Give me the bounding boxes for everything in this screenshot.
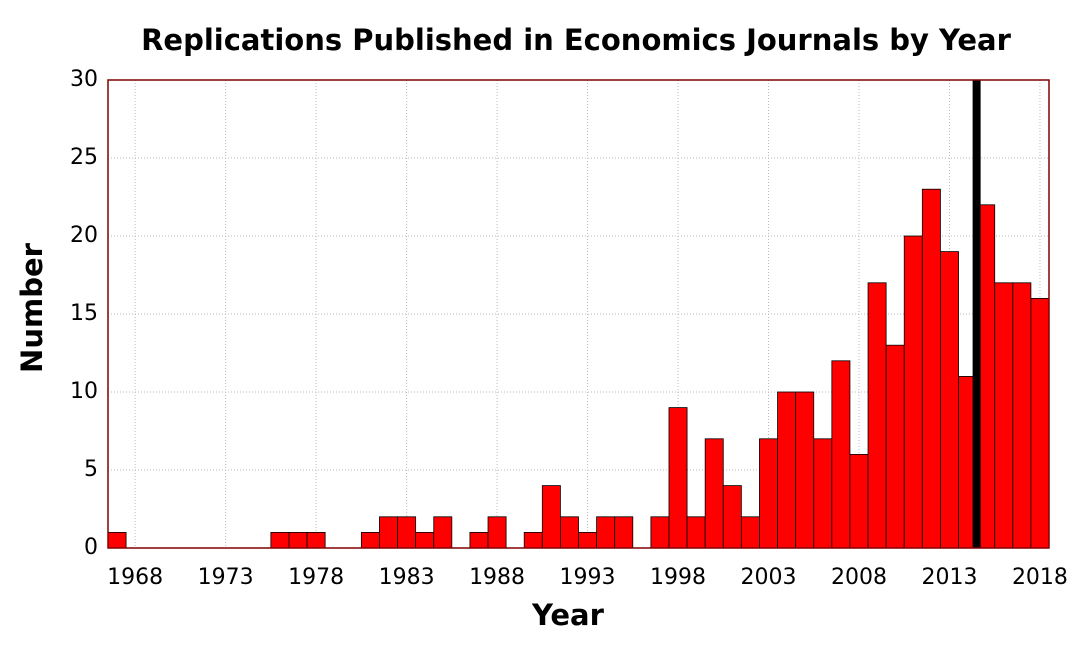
bar [940, 251, 959, 549]
x-tick-label: 1978 [288, 565, 344, 590]
x-tick-label: 1988 [469, 565, 525, 590]
bar [270, 532, 290, 549]
bar [596, 516, 616, 549]
y-tick-label: 0 [84, 535, 98, 560]
x-tick-label: 2003 [741, 565, 797, 590]
bar [288, 532, 308, 549]
x-tick-label: 1968 [107, 565, 163, 590]
bar [487, 516, 507, 549]
bar [1030, 297, 1050, 549]
y-tick-label: 25 [70, 145, 98, 170]
chart-title: Replications Published in Economics Jour… [141, 23, 1011, 57]
bar [469, 532, 489, 549]
x-tick-label: 2008 [831, 565, 887, 590]
bar [813, 438, 833, 549]
x-tick-label: 2013 [921, 565, 977, 590]
x-tick-label: 1983 [379, 565, 435, 590]
x-tick-label: 1973 [198, 565, 254, 590]
bar [994, 282, 1014, 549]
bar [903, 235, 923, 549]
bar [759, 438, 778, 549]
bar [668, 407, 688, 549]
bar [777, 391, 797, 549]
bar [541, 485, 561, 549]
bar [415, 532, 435, 549]
bar [704, 438, 724, 549]
bar [921, 188, 941, 549]
bar [650, 516, 670, 549]
bar [795, 391, 815, 549]
y-tick-label: 10 [70, 379, 98, 404]
bar [107, 532, 127, 549]
y-tick-label: 5 [84, 457, 98, 482]
x-axis-label: Year [531, 598, 605, 632]
bar [560, 516, 579, 549]
bar [306, 532, 326, 549]
bar [831, 360, 851, 549]
plot-frame [107, 79, 1050, 549]
bar [397, 516, 417, 549]
bar [379, 516, 398, 549]
y-tick-label: 15 [70, 301, 98, 326]
bar [578, 532, 597, 549]
y-tick-label: 30 [70, 67, 98, 92]
bar [433, 516, 453, 549]
bar [1012, 282, 1032, 549]
bar [523, 532, 543, 549]
x-tick-label: 1998 [650, 565, 706, 590]
x-tick-label: 2018 [1012, 565, 1068, 590]
bar [722, 485, 742, 549]
bar [867, 282, 887, 549]
x-tick-label: 1993 [560, 565, 616, 590]
bar [849, 453, 869, 549]
bar [885, 344, 905, 549]
y-tick-label: 20 [70, 223, 98, 248]
y-axis-label: Number [15, 242, 49, 373]
bar [686, 516, 706, 549]
bar [360, 532, 380, 549]
bar [740, 516, 760, 549]
bar [614, 516, 634, 549]
